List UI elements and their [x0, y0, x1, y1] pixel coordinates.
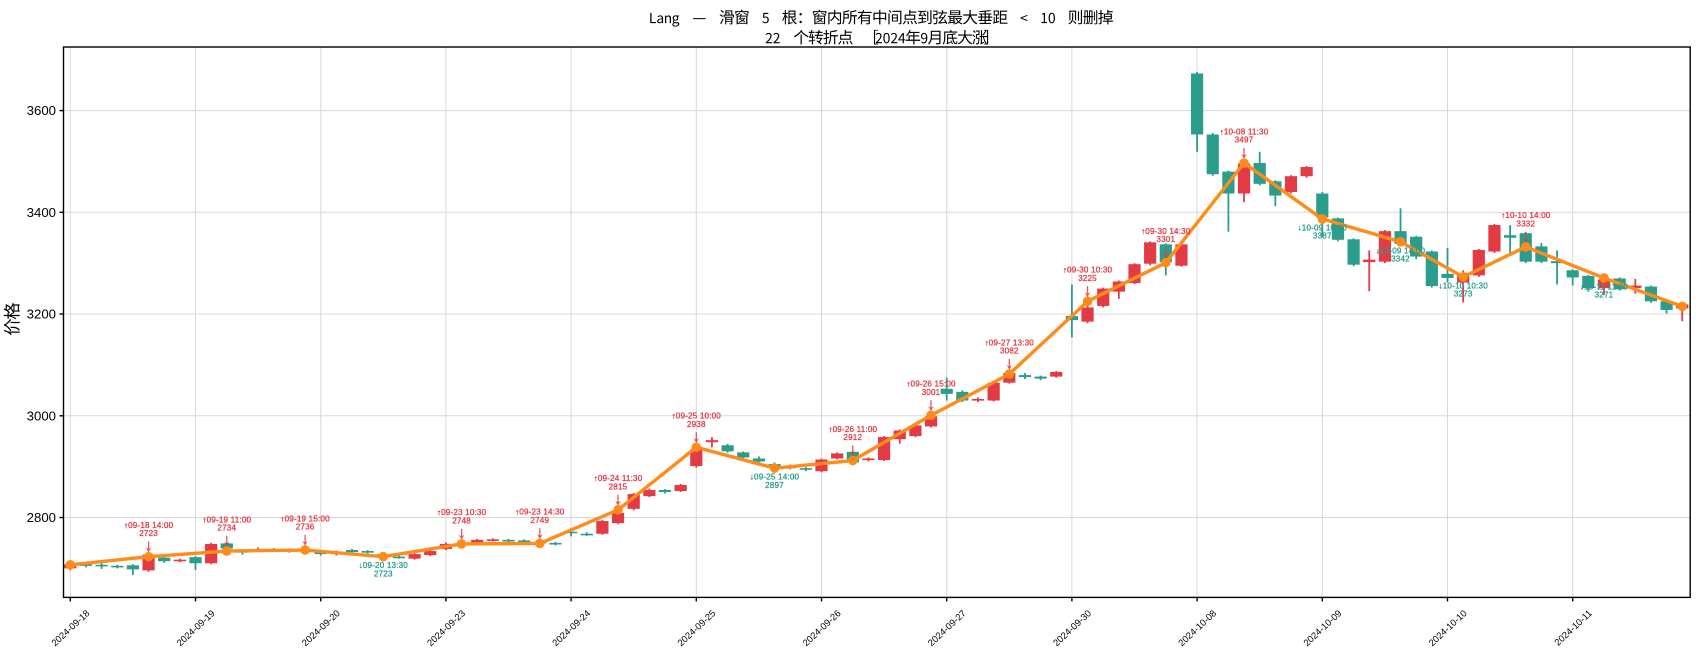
svg-text:2938: 2938 — [687, 420, 706, 429]
svg-text:2912: 2912 — [843, 433, 862, 442]
svg-text:↓10-09 10:00: ↓10-09 10:00 — [1298, 223, 1348, 232]
svg-text:3200: 3200 — [27, 307, 56, 322]
svg-text:3271: 3271 — [1595, 291, 1614, 300]
svg-text:↑09-19 11:00: ↑09-19 11:00 — [202, 515, 251, 524]
svg-text:3400: 3400 — [27, 205, 56, 220]
svg-text:↓10-11 11:00: ↓10-11 11:00 — [1580, 282, 1629, 291]
svg-text:↓09-20 13:30: ↓09-20 13:30 — [359, 561, 409, 570]
svg-text:3497: 3497 — [1235, 136, 1254, 145]
svg-text:2748: 2748 — [452, 516, 471, 525]
svg-text:3273: 3273 — [1454, 290, 1473, 299]
svg-text:↑09-30 10:30: ↑09-30 10:30 — [1063, 266, 1113, 275]
svg-text:2749: 2749 — [530, 516, 549, 525]
svg-text:2815: 2815 — [609, 482, 628, 491]
svg-text:2723: 2723 — [374, 569, 393, 578]
svg-text:↑09-18 14:00: ↑09-18 14:00 — [124, 521, 174, 530]
svg-text:3342: 3342 — [1391, 255, 1410, 264]
svg-text:2736: 2736 — [296, 523, 315, 532]
svg-text:2723: 2723 — [139, 529, 158, 538]
svg-text:↓10-10 10:30: ↓10-10 10:30 — [1438, 281, 1488, 290]
svg-text:2800: 2800 — [27, 510, 56, 525]
svg-text:2734: 2734 — [217, 524, 236, 533]
svg-text:↑09-24 11:30: ↑09-24 11:30 — [594, 474, 643, 483]
svg-text:↑09-25 10:00: ↑09-25 10:00 — [672, 412, 722, 421]
svg-text:↓09-25 14:00: ↓09-25 14:00 — [750, 473, 800, 482]
svg-text:2897: 2897 — [765, 481, 784, 490]
svg-text:↑09-27 13:30: ↑09-27 13:30 — [985, 338, 1035, 347]
svg-text:↑09-26 15:00: ↑09-26 15:00 — [906, 380, 956, 389]
svg-text:3332: 3332 — [1516, 219, 1535, 228]
svg-text:3225: 3225 — [1078, 274, 1097, 283]
svg-text:↑10-10 14:00: ↑10-10 14:00 — [1501, 211, 1551, 220]
svg-text:↑09-26 11:00: ↑09-26 11:00 — [828, 425, 877, 434]
svg-text:3301: 3301 — [1156, 235, 1175, 244]
svg-text:3387: 3387 — [1313, 232, 1332, 241]
svg-text:↑09-19 15:00: ↑09-19 15:00 — [280, 514, 330, 523]
svg-text:↑09-30 14:30: ↑09-30 14:30 — [1141, 227, 1191, 236]
svg-text:↑09-23 14:30: ↑09-23 14:30 — [515, 508, 565, 517]
svg-text:↑09-23 10:30: ↑09-23 10:30 — [437, 508, 487, 517]
svg-text:↑10-08 11:30: ↑10-08 11:30 — [1220, 127, 1269, 136]
svg-text:3600: 3600 — [27, 103, 56, 118]
svg-text:3000: 3000 — [27, 408, 56, 423]
svg-text:↓10-09 14:00: ↓10-09 14:00 — [1376, 246, 1426, 255]
svg-text:3001: 3001 — [922, 388, 941, 397]
svg-text:3082: 3082 — [1000, 347, 1019, 356]
